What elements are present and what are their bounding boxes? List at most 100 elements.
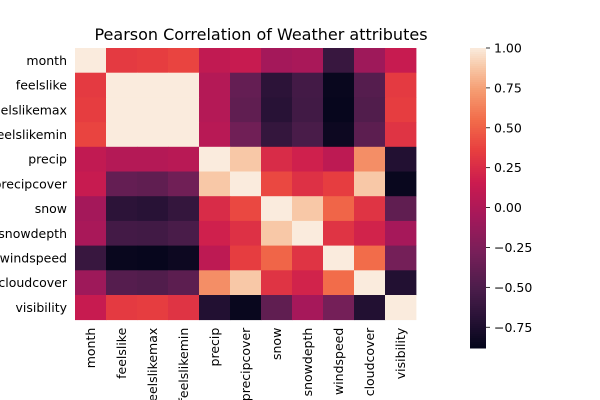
colorbar-segment [470,246,486,249]
colorbar-segment [470,250,486,253]
colorbar-segment [470,132,486,135]
colorbar-segment [470,286,486,289]
colorbar-segment [470,242,486,245]
colorbar-segment [470,150,486,153]
colorbar-segment [470,82,486,85]
colorbar-segment [470,326,486,329]
column-tick-label: feelslikemin [176,328,191,400]
colorbar-segment [470,180,486,183]
colorbar-segment [470,296,486,299]
colorbar-segment [470,208,486,211]
colorbar-segment [470,294,486,297]
heatmap-cell [292,220,324,246]
heatmap-cell [199,245,231,271]
heatmap-cell [199,72,231,98]
colorbar-segment [470,290,486,293]
colorbar-segment [470,342,486,345]
colorbar-segment [470,102,486,105]
colorbar-segment [470,134,486,137]
column-tick-label: precipcover [238,327,253,400]
colorbar-segment [470,120,486,123]
heatmap-cell [323,270,355,296]
heatmap-cell [137,196,169,222]
heatmap-cell [385,171,417,197]
heatmap-cell [261,122,293,148]
colorbar-segment [470,304,486,307]
colorbar-segment [470,62,486,65]
colorbar-segment [470,106,486,109]
heatmap-cell [106,122,138,148]
colorbar-segment [470,144,486,147]
heatmap-cell [354,171,386,197]
colorbar-segment [470,86,486,89]
heatmap-cell [230,122,262,148]
colorbar-tick-label: −0.75 [494,320,532,335]
colorbar-segment [470,334,486,337]
heatmap-cell [385,196,417,222]
heatmap-cell [385,220,417,246]
heatmap-cell [385,72,417,98]
colorbar-segment [470,156,486,159]
colorbar-segment [470,346,486,349]
row-tick-label: feelslikemax [0,102,67,117]
colorbar-segment [470,248,486,251]
heatmap-cell [168,270,200,296]
colorbar-segment [470,306,486,309]
heatmap-cell [75,245,107,271]
colorbar-segment [470,344,486,347]
heatmap-cell [385,122,417,148]
colorbar-segment [470,186,486,189]
row-tick-label: cloudcover [0,275,68,290]
colorbar-segment [470,66,486,69]
heatmap-cell [354,97,386,123]
colorbar-segment [470,300,486,303]
colorbar-segment [470,264,486,267]
colorbar-segment [470,174,486,177]
row-tick-label: precipcover [0,176,68,191]
heatmap-cell [292,171,324,197]
colorbar-segment [470,252,486,255]
colorbar-segment [470,232,486,235]
heatmap-cell [230,220,262,246]
colorbar-segment [470,182,486,185]
heatmap-cell [385,295,417,321]
colorbar-segment [470,98,486,101]
colorbar-segment [470,130,486,133]
colorbar-segment [470,270,486,273]
heatmap-cell [385,48,417,74]
colorbar-segment [470,90,486,93]
colorbar-segment [470,298,486,301]
colorbar-segment [470,260,486,263]
colorbar-segment [470,224,486,227]
column-tick-label: visibility [393,327,408,379]
column-tick-label: windspeed [331,328,346,395]
column-tick-label: feelslikemax [145,328,160,400]
colorbar-segment [470,206,486,209]
colorbar-segment [470,72,486,75]
row-tick-label: feelslikemin [0,127,67,142]
colorbar-segment [470,214,486,217]
colorbar-segment [470,94,486,97]
colorbar-segment [470,104,486,107]
heatmap-cell [292,270,324,296]
heatmap-cell [199,270,231,296]
colorbar-segment [470,278,486,281]
heatmap-cell [385,245,417,271]
colorbar-segment [470,220,486,223]
colorbar-segment [470,196,486,199]
heatmap-cell [106,171,138,197]
heatmap-cell [106,245,138,271]
colorbar-segment [470,118,486,121]
colorbar-segment [470,112,486,115]
chart-title: Pearson Correlation of Weather attribute… [94,25,427,44]
heatmap-cell [106,270,138,296]
colorbar-segment [470,108,486,111]
colorbar-segment [470,318,486,321]
colorbar-segment [470,308,486,311]
colorbar-segment [470,190,486,193]
colorbar-segment [470,276,486,279]
heatmap-cell [199,171,231,197]
heatmap-cell [292,122,324,148]
heatmap-cell [168,196,200,222]
heatmap-cell [323,97,355,123]
